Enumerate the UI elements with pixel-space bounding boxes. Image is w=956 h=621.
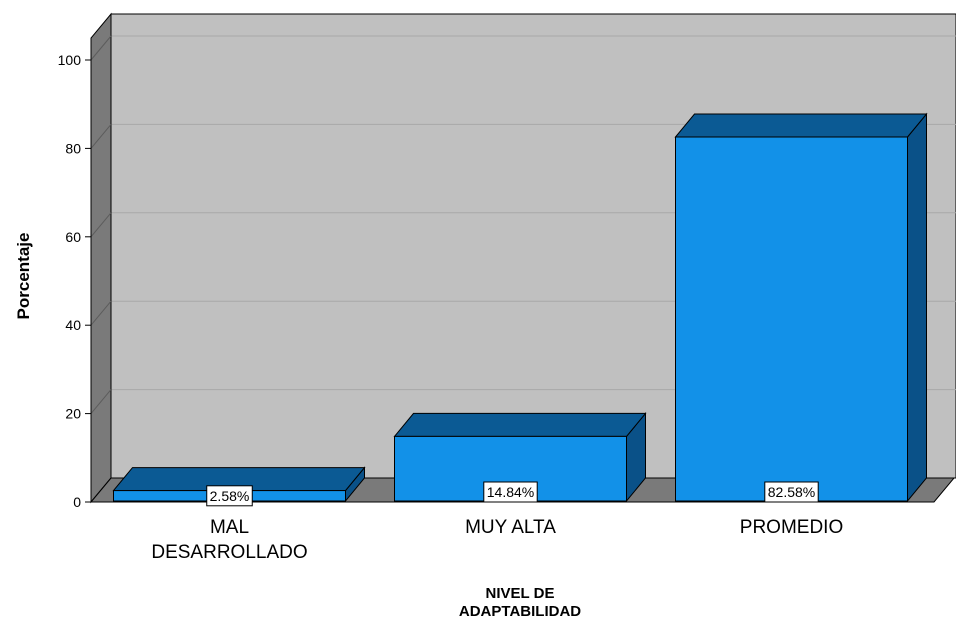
bar-side xyxy=(907,112,927,503)
category-label: MAL xyxy=(210,517,249,538)
gridline-side xyxy=(90,35,112,61)
y-tick-label: 0 xyxy=(73,494,81,510)
data-label-box xyxy=(764,481,819,503)
left-wall xyxy=(90,12,112,504)
gridline-side xyxy=(90,212,112,238)
y-tick-label: 80 xyxy=(65,140,81,156)
y-tick-label: 60 xyxy=(65,229,81,245)
bar-top xyxy=(393,412,647,437)
y-axis-label: Porcentaje xyxy=(14,233,33,320)
axes: MAL DESARROLLADO MUY ALTA PROMEDIO 0 20 40 60 80… xyxy=(58,52,844,563)
category-label: MUY ALTA xyxy=(465,517,556,538)
bar-front xyxy=(675,136,908,502)
data-label-box xyxy=(483,481,538,503)
y-tick-label: 100 xyxy=(58,52,82,68)
x-axis-label-line-2: ADAPTABILIDAD xyxy=(459,603,581,620)
bars xyxy=(112,112,928,503)
x-axis-label-line-1: NIVEL DE xyxy=(486,585,555,602)
y-tick-label: 40 xyxy=(65,317,81,333)
y-tick-label: 20 xyxy=(65,406,81,422)
category-label: DESARROLLADO xyxy=(151,542,307,563)
data-label: 82.58% xyxy=(768,484,815,500)
bar-top xyxy=(674,113,928,138)
gridline-side xyxy=(90,124,112,149)
bar-2 xyxy=(674,112,928,503)
data-label: 14.84% xyxy=(487,484,534,500)
data-labels: 2.58% 14.84% 82.58% xyxy=(206,481,819,507)
gridline-side xyxy=(90,300,112,326)
category-label: PROMEDIO xyxy=(740,517,843,538)
gridline-side xyxy=(90,389,112,414)
data-label-box xyxy=(206,485,253,507)
data-label: 2.58% xyxy=(210,488,250,504)
